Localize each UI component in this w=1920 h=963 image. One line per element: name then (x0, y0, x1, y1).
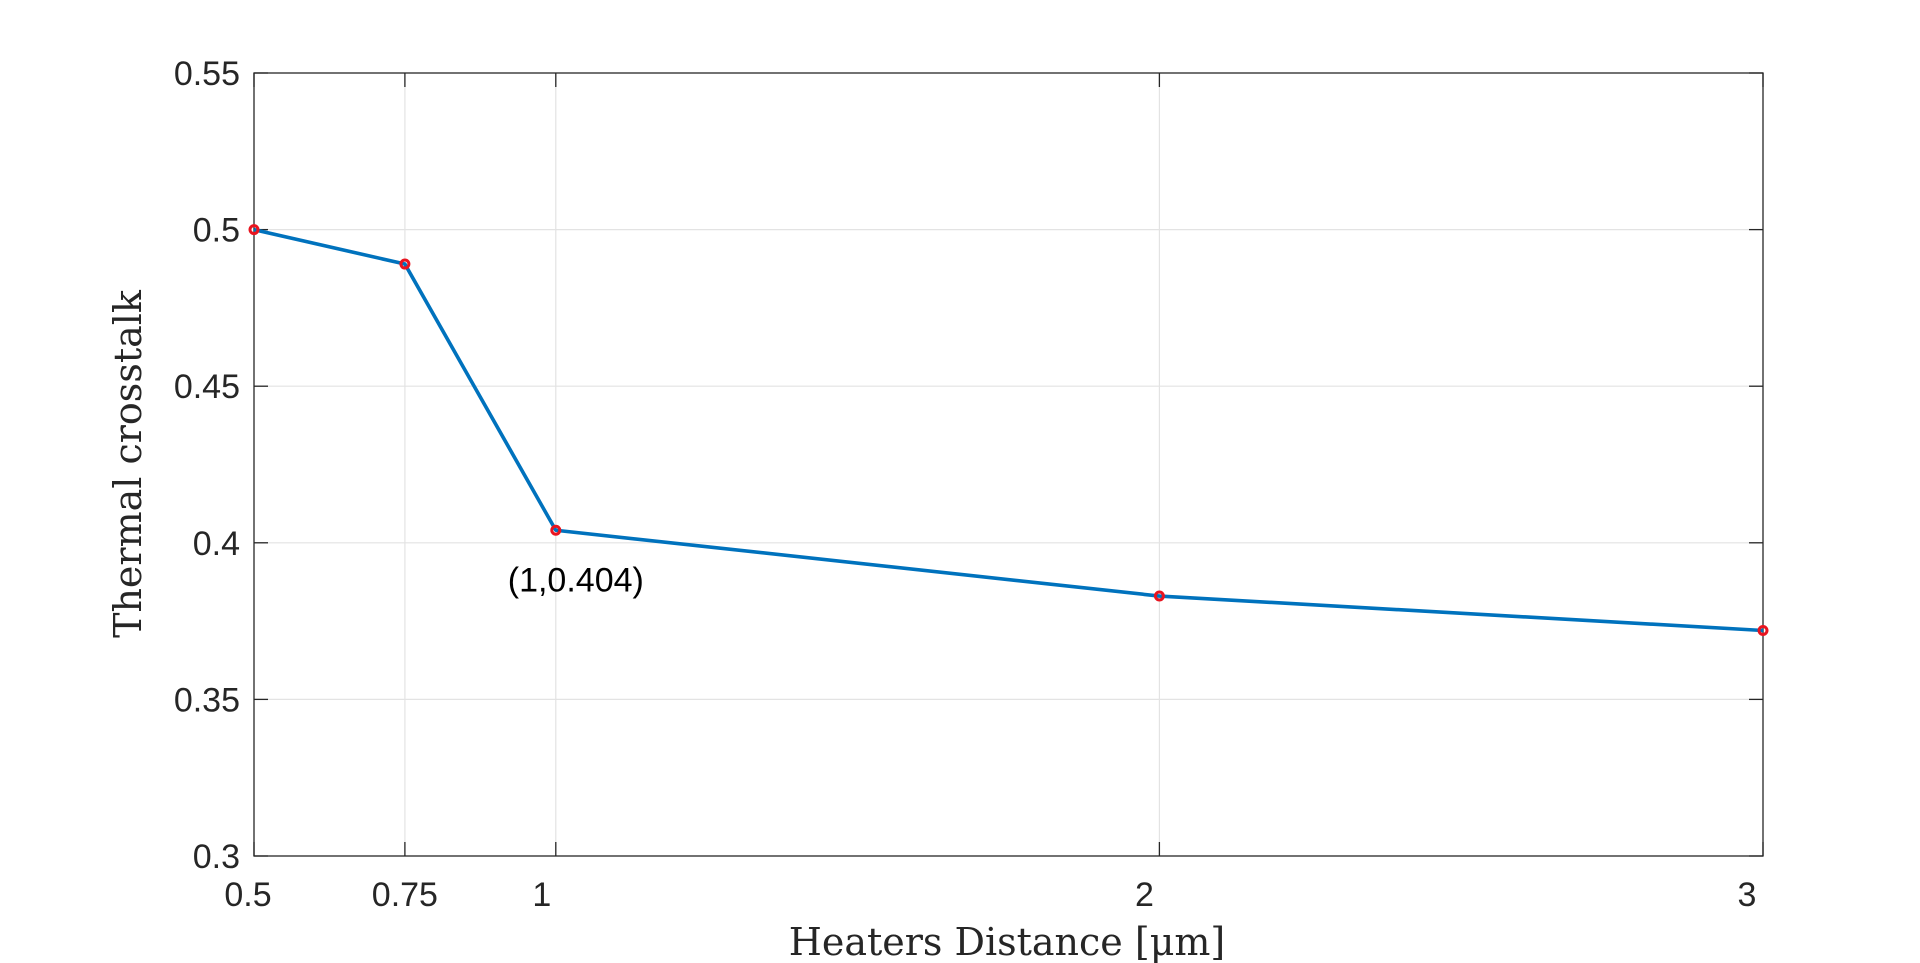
data-point (248, 224, 260, 236)
data-point (550, 524, 562, 536)
data-point-annotation: (1,0.404) (508, 561, 644, 599)
y-tick-label: 0.35 (174, 681, 240, 719)
grid (254, 73, 1763, 856)
data-point (1153, 590, 1165, 602)
x-tick-label: 0.5 (224, 876, 271, 914)
x-tick-label: 2 (1135, 876, 1154, 914)
data-point (399, 258, 411, 270)
marker-layer (248, 224, 1769, 636)
series-line (253, 227, 1764, 633)
y-tick-labels: 0.3 0.35 0.4 0.45 0.5 0.55 (174, 55, 240, 876)
x-tick-label: 1 (532, 876, 551, 914)
data-point (1757, 624, 1769, 636)
x-tick-label: 0.75 (372, 876, 438, 914)
axis-ticks (253, 72, 1764, 857)
x-tick-labels: 0.5 0.75 1 2 3 (224, 876, 1756, 914)
y-tick-label: 0.5 (193, 212, 240, 250)
x-axis-label: Heaters Distance [μm] (789, 920, 1226, 963)
y-axis-label: Thermal crosstalk (106, 289, 150, 638)
series-layer (253, 227, 1764, 633)
y-tick-label: 0.55 (174, 55, 240, 93)
annotation-layer: (1,0.404) (508, 561, 644, 599)
plot-area-frame (253, 72, 1764, 857)
y-tick-label: 0.3 (193, 838, 240, 876)
y-tick-label: 0.4 (193, 525, 240, 563)
y-tick-label: 0.45 (174, 368, 240, 406)
x-tick-label: 3 (1738, 876, 1757, 914)
